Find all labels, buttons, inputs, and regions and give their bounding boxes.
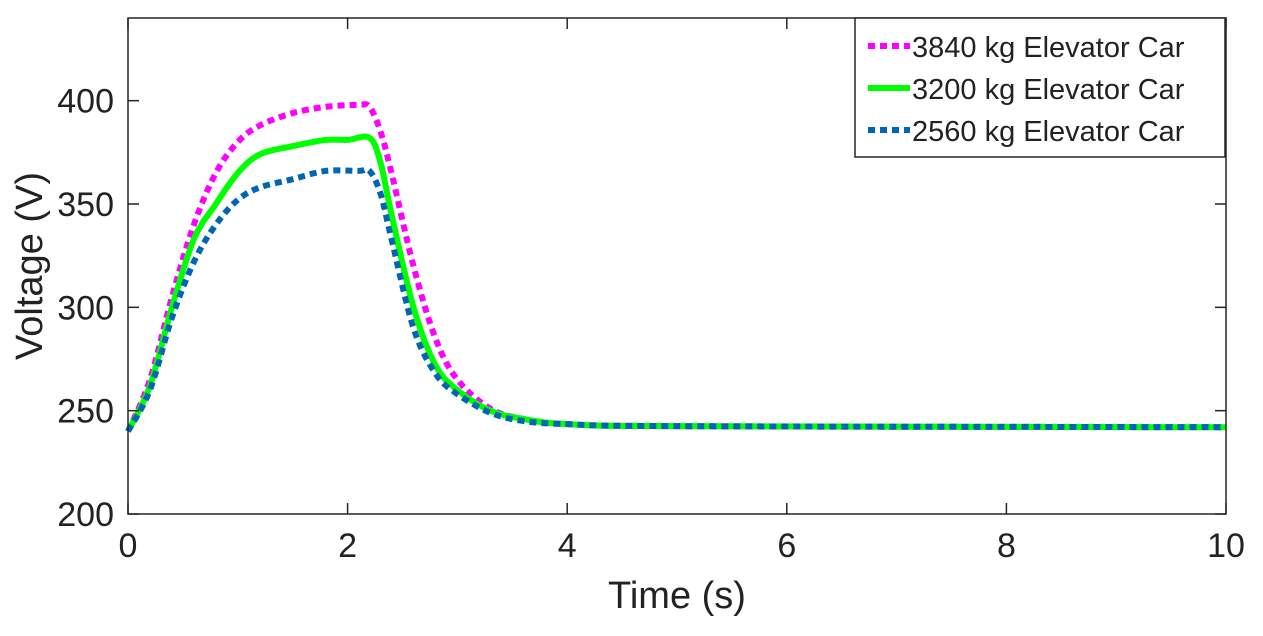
legend-label: 3200 kg Elevator Car: [912, 74, 1185, 106]
series-lines: [125, 101, 1227, 433]
y-tick-label: 300: [57, 289, 114, 327]
legend-label: 3840 kg Elevator Car: [912, 32, 1185, 64]
x-tick-label: 2: [338, 527, 357, 565]
legend-box: [854, 17, 1226, 158]
x-tick-label: 8: [997, 527, 1016, 565]
x-tick-label: 6: [777, 527, 796, 565]
series-line-0: [125, 101, 1227, 433]
series-line-2: [125, 166, 1227, 433]
legend-label: 2560 kg Elevator Car: [912, 116, 1185, 148]
legend: 3840 kg Elevator Car 3200 kg Elevator Car…: [854, 17, 1226, 158]
y-tick-label: 400: [57, 83, 114, 121]
axis-ticks: 0 2 4 6 8 10 200 250 300 350 400: [57, 18, 1245, 565]
y-tick-label: 200: [57, 496, 114, 534]
y-tick-label: 250: [57, 393, 114, 431]
x-axis-label: Time (s): [608, 575, 746, 617]
y-axis-label: Voltage (V): [9, 172, 51, 360]
plot-frame: [127, 17, 1227, 515]
x-tick-label: 4: [558, 527, 577, 565]
x-tick-label: 10: [1207, 527, 1245, 565]
series-line-1: [125, 133, 1227, 433]
x-tick-label: 0: [119, 527, 138, 565]
y-tick-label: 350: [57, 186, 114, 224]
